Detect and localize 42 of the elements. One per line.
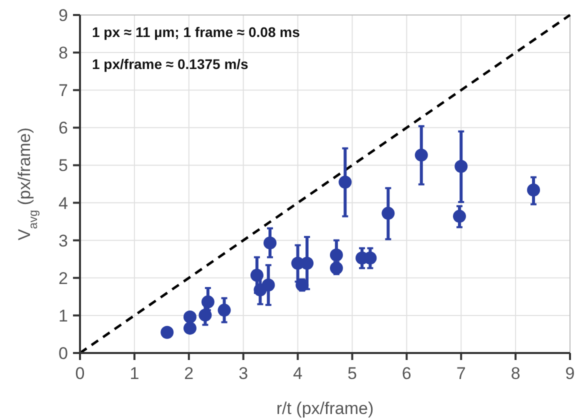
point: [201, 295, 214, 308]
x-tick-label: 5: [347, 364, 357, 383]
point: [338, 176, 352, 189]
x-tick-label: 2: [184, 364, 194, 383]
y-tick-label: 4: [58, 194, 68, 213]
y-tick-label: 7: [58, 81, 68, 100]
point: [262, 278, 275, 292]
point: [300, 256, 314, 270]
point: [264, 236, 277, 250]
x-tick-label: 3: [238, 364, 248, 383]
y-tick-label: 9: [58, 6, 68, 25]
x-tick-label: 7: [456, 364, 466, 383]
point: [183, 322, 196, 335]
point: [414, 148, 428, 162]
y-tick-label: 8: [58, 44, 68, 63]
y-tick-label: 1: [58, 306, 68, 326]
x-tick-label: 4: [293, 364, 303, 383]
point: [198, 308, 212, 322]
x-tick-label: 0: [75, 364, 85, 383]
y-tick-label: 0: [58, 344, 68, 363]
point: [452, 210, 466, 223]
x-axis-title: r/t (px/frame): [276, 399, 374, 418]
point: [330, 262, 343, 275]
point: [218, 304, 231, 317]
point: [330, 248, 343, 262]
x-tick-label: 9: [565, 364, 575, 383]
y-tick-label: 3: [58, 231, 68, 250]
point: [454, 160, 468, 173]
point: [382, 206, 395, 220]
point: [183, 310, 196, 324]
x-tick-label: 6: [402, 364, 412, 383]
y-tick-label: 6: [58, 118, 68, 138]
point: [527, 184, 540, 197]
point: [160, 326, 174, 339]
point: [250, 268, 264, 282]
annotation: 1 px/frame ≈ 0.1375 m/s: [92, 56, 249, 72]
y-tick-label: 5: [58, 156, 68, 176]
x-tick-label: 1: [130, 364, 140, 383]
annotation: 1 px ≈ 11 µm; 1 frame ≈ 0.08 ms: [92, 24, 300, 40]
x-tick-label: 8: [510, 364, 520, 383]
point: [296, 278, 309, 292]
y-tick-label: 2: [58, 268, 68, 288]
